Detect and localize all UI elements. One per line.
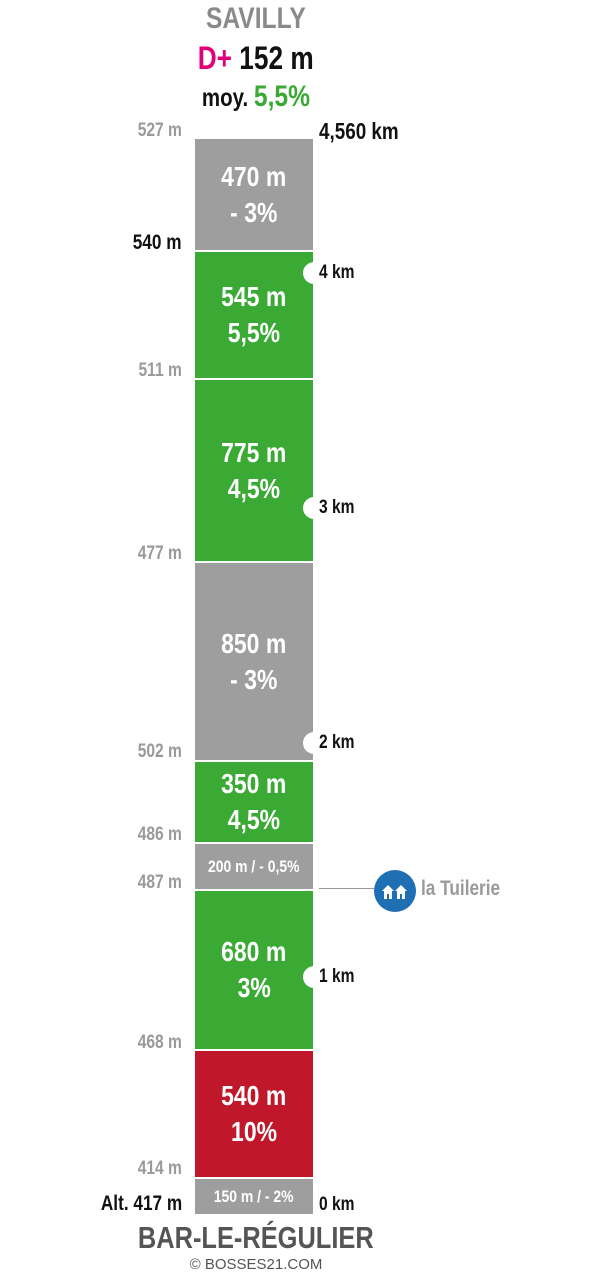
segment-gradient: 4,5% [227, 804, 281, 835]
segment-8: 540 m 10% [195, 1049, 313, 1177]
segment-9: 150 m / - 2% [195, 1177, 313, 1214]
altitude-label: 486 m [137, 824, 182, 845]
start-title: BAR-LE-RÉGULIER [138, 1220, 374, 1255]
destination-title: SAVILLY [206, 2, 306, 35]
segment-length: 775 m [221, 436, 287, 468]
segment-length: 470 m [221, 160, 287, 192]
segment-gradient: 4,5% [227, 472, 281, 504]
house-icon [374, 870, 416, 912]
segment-length: 680 m [221, 936, 287, 967]
segment-4: 850 m - 3% [195, 561, 313, 760]
segment-5: 350 m 4,5% [195, 760, 313, 842]
segment-gradient: - 3% [230, 196, 278, 228]
km-notch [303, 262, 325, 284]
altitude-label: 487 m [137, 872, 182, 893]
segment-7: 680 m 3% [195, 889, 313, 1049]
avg-value: 5,5% [253, 80, 311, 113]
segment-label: 200 m / - 0,5% [208, 856, 300, 876]
km-notch [303, 732, 325, 754]
altitude-label: 511 m [138, 360, 182, 381]
copyright: © BOSSES21.COM [189, 1256, 323, 1273]
altitude-label: 502 m [137, 741, 182, 762]
segment-2: 545 m 5,5% [195, 250, 313, 378]
altitude-label: 468 m [137, 1032, 182, 1053]
altitude-label: 477 m [137, 543, 182, 564]
distance-label: 0 km [319, 1194, 355, 1215]
segment-gradient: 5,5% [227, 317, 281, 348]
segment-gradient: 10% [231, 1116, 277, 1147]
km-notch [303, 497, 325, 519]
poi-label: la Tuilerie [421, 877, 501, 900]
segment-1: 470 m - 3% [195, 139, 313, 250]
dplus-label: D+ [198, 40, 233, 76]
km-notch [303, 966, 325, 988]
avg-label: moy. [201, 84, 249, 112]
poi-connector [319, 888, 374, 889]
segment-6: 200 m / - 0,5% [195, 842, 313, 889]
segment-length: 850 m [221, 627, 287, 659]
start-altitude: Alt. 417 m [100, 1192, 182, 1215]
distance-label: 2 km [319, 732, 355, 753]
altitude-label: 414 m [137, 1158, 182, 1179]
elevation-gain: D+ 152 m [0, 40, 512, 77]
segment-length: 540 m [221, 1080, 287, 1111]
altitude-label: 527 m [137, 120, 182, 141]
total-distance: 4,560 km [319, 118, 399, 144]
distance-label: 3 km [319, 497, 355, 518]
dplus-value: 152 m [239, 40, 314, 76]
average-gradient: moy. 5,5% [0, 80, 512, 114]
segment-3: 775 m 4,5% [195, 378, 313, 561]
segment-gradient: - 3% [230, 663, 278, 695]
altitude-label: 540 m [133, 231, 182, 254]
segment-length: 545 m [221, 281, 287, 312]
segment-gradient: 3% [237, 972, 271, 1003]
distance-label: 1 km [319, 966, 355, 987]
segment-label: 150 m / - 2% [214, 1186, 294, 1206]
segment-length: 350 m [221, 768, 287, 799]
distance-label: 4 km [319, 262, 355, 283]
